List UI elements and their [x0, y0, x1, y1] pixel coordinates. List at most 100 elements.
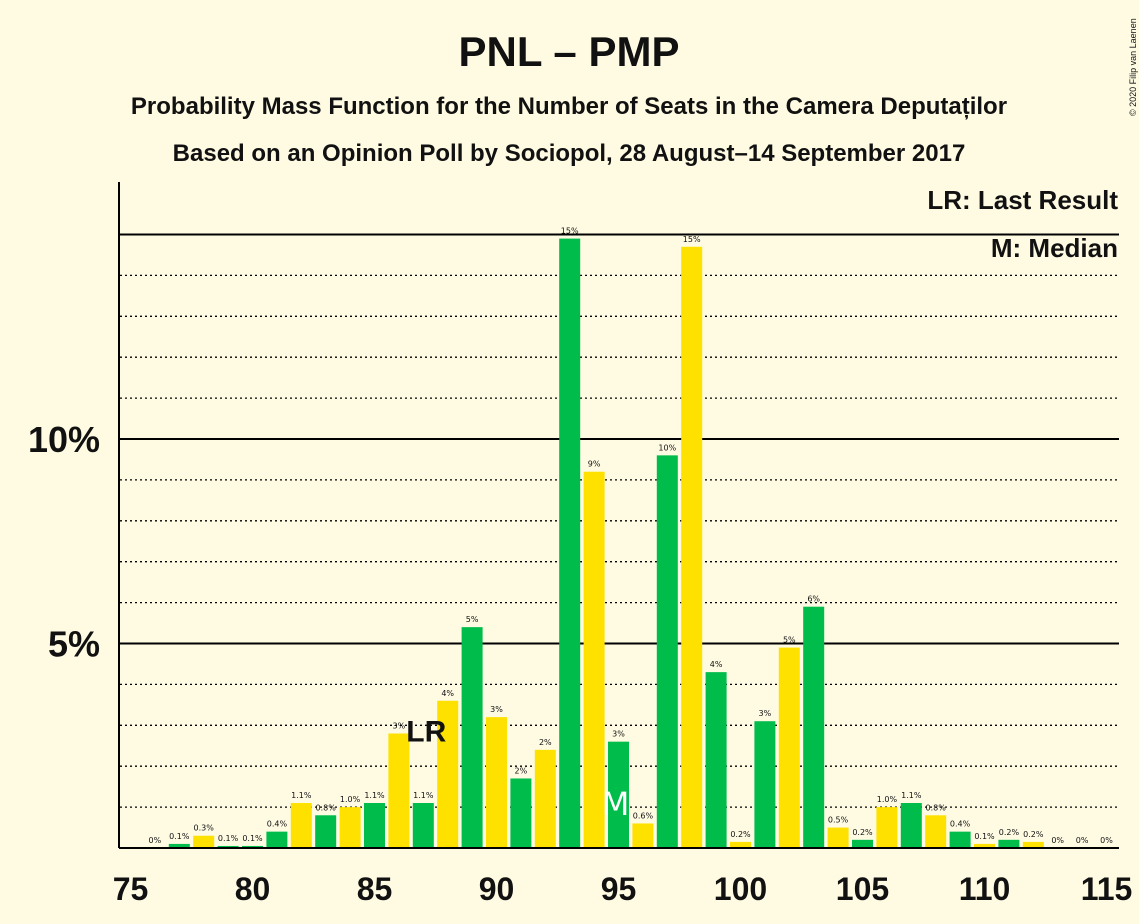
- x-tick-label: 85: [357, 871, 393, 907]
- bar-label-seat-98: 15%: [683, 235, 701, 244]
- x-tick-label: 115: [1081, 871, 1133, 907]
- bar-seat-103: [803, 606, 825, 848]
- bar-seat-87: [412, 803, 434, 848]
- chart-subtitle-1: Probability Mass Function for the Number…: [131, 93, 1007, 120]
- x-tick-label: 110: [959, 871, 1011, 907]
- bar-seat-111: [998, 839, 1020, 848]
- bar-labels-group: 0% 0.1%0.3%0.1% 0.1%0.4%1.1%0.8%1.0% 1.1%3%…: [149, 227, 1114, 845]
- bar-label-seat-90: 3%: [490, 705, 503, 714]
- bar-seat-112: [1022, 841, 1044, 848]
- bar-seat-82: [290, 803, 312, 848]
- bar-label-seat-87: 1.1%: [413, 791, 434, 800]
- bar-label-seat-104: 0.5%: [828, 816, 849, 825]
- bar-label-seat-88: 4%: [441, 689, 454, 698]
- markers-group: LR M: [406, 715, 629, 823]
- bars-group: [168, 238, 1044, 849]
- bar-label-seat-111: 0.2%: [999, 828, 1020, 837]
- bar-label-seat-80: 0.1%: [242, 834, 263, 843]
- bar-label-seat-78: 0.3%: [194, 824, 215, 833]
- bar-label-seat-91: 2%: [515, 766, 528, 775]
- bar-label-seat-101: 3%: [759, 709, 772, 718]
- x-tick-label: 95: [601, 871, 637, 907]
- bar-seat-98: [681, 246, 703, 848]
- bar-seat-99: [705, 672, 727, 848]
- bar-seat-97: [656, 455, 678, 848]
- bar-seat-78: [193, 835, 215, 848]
- bar-label-seat-89: 5%: [466, 615, 479, 624]
- chart-title: PNL – PMP: [459, 28, 680, 75]
- bar-seat-79: [217, 845, 239, 848]
- bar-seat-95: [608, 741, 629, 848]
- bar-label-seat-86: 3%: [393, 721, 406, 730]
- median-marker: M: [602, 785, 630, 823]
- y-tick-label: 10%: [28, 419, 100, 460]
- bar-label-seat-115: 0%: [1100, 836, 1113, 845]
- x-tick-label: 100: [714, 871, 767, 907]
- copyright-notice: © 2020 Filip van Laenen: [1128, 18, 1138, 116]
- bar-seat-92: [534, 749, 556, 848]
- bar-label-seat-83: 0.8%: [316, 803, 337, 812]
- bar-label-seat-81: 0.4%: [267, 820, 288, 829]
- bar-label-seat-84: 1.0%: [340, 795, 361, 804]
- bar-label-seat-95: 3%: [612, 730, 625, 739]
- bar-label-seat-105: 0.2%: [852, 828, 873, 837]
- bar-seat-81: [266, 831, 288, 848]
- bar-seat-77: [168, 843, 190, 848]
- bar-seat-108: [925, 815, 947, 848]
- bar-seat-110: [974, 843, 995, 848]
- bar-label-seat-110: 0.1%: [974, 832, 995, 841]
- bar-seat-96: [632, 823, 654, 848]
- last-result-marker: LR: [406, 715, 446, 748]
- bar-seat-105: [852, 839, 873, 848]
- bar-label-seat-93: 15%: [561, 227, 579, 236]
- bar-label-seat-79: 0.1%: [218, 834, 239, 843]
- bar-label-seat-77: 0.1%: [169, 832, 190, 841]
- x-axis-ticks: 75 80 85 90 95 100 105 110 115: [113, 871, 1133, 907]
- bar-seat-89: [461, 627, 483, 848]
- y-axis-ticks: 5% 10%: [28, 419, 100, 665]
- bar-label-seat-113: 0%: [1051, 836, 1064, 845]
- bar-label-seat-107: 1.1%: [901, 791, 922, 800]
- y-tick-label: 5%: [48, 624, 100, 665]
- bar-label-seat-100: 0.2%: [730, 830, 751, 839]
- bar-seat-80: [242, 845, 263, 848]
- bar-label-seat-112: 0.2%: [1023, 830, 1044, 839]
- x-tick-label: 75: [113, 871, 149, 907]
- bar-seat-86: [388, 733, 410, 848]
- bar-seat-101: [754, 721, 776, 848]
- bar-seat-100: [730, 841, 751, 848]
- bar-label-seat-109: 0.4%: [950, 820, 971, 829]
- bar-seat-106: [876, 807, 898, 848]
- bar-label-seat-82: 1.1%: [291, 791, 312, 800]
- bar-seat-94: [583, 471, 605, 848]
- grid-lines: [120, 233, 1119, 808]
- bar-label-seat-106: 1.0%: [877, 795, 898, 804]
- bar-seat-91: [510, 778, 532, 848]
- x-tick-label: 105: [836, 871, 889, 907]
- bar-label-seat-108: 0.8%: [926, 803, 947, 812]
- bar-label-seat-76: 0%: [149, 836, 162, 845]
- bar-label-seat-103: 6%: [807, 595, 820, 604]
- chart-subtitle-2: Based on an Opinion Poll by Sociopol, 28…: [173, 140, 966, 167]
- bar-label-seat-85: 1.1%: [364, 791, 385, 800]
- bar-seat-90: [486, 717, 507, 848]
- bar-seat-102: [778, 647, 800, 848]
- bar-label-seat-114: 0%: [1076, 836, 1089, 845]
- bar-label-seat-102: 5%: [783, 636, 796, 645]
- legend-last-result: LR: Last Result: [927, 185, 1118, 215]
- bar-seat-104: [827, 827, 849, 848]
- bar-seat-84: [339, 807, 361, 848]
- bar-seat-93: [559, 238, 581, 849]
- bar-label-seat-97: 10%: [658, 443, 676, 452]
- legend-median: M: Median: [991, 233, 1118, 263]
- bar-seat-88: [437, 700, 459, 848]
- bar-seat-107: [900, 803, 922, 848]
- bar-label-seat-92: 2%: [539, 738, 552, 747]
- bar-seat-109: [949, 831, 971, 848]
- bar-label-seat-94: 9%: [588, 460, 601, 469]
- bar-seat-83: [315, 815, 337, 848]
- bar-seat-85: [364, 803, 385, 848]
- x-tick-label: 80: [235, 871, 271, 907]
- x-tick-label: 90: [479, 871, 515, 907]
